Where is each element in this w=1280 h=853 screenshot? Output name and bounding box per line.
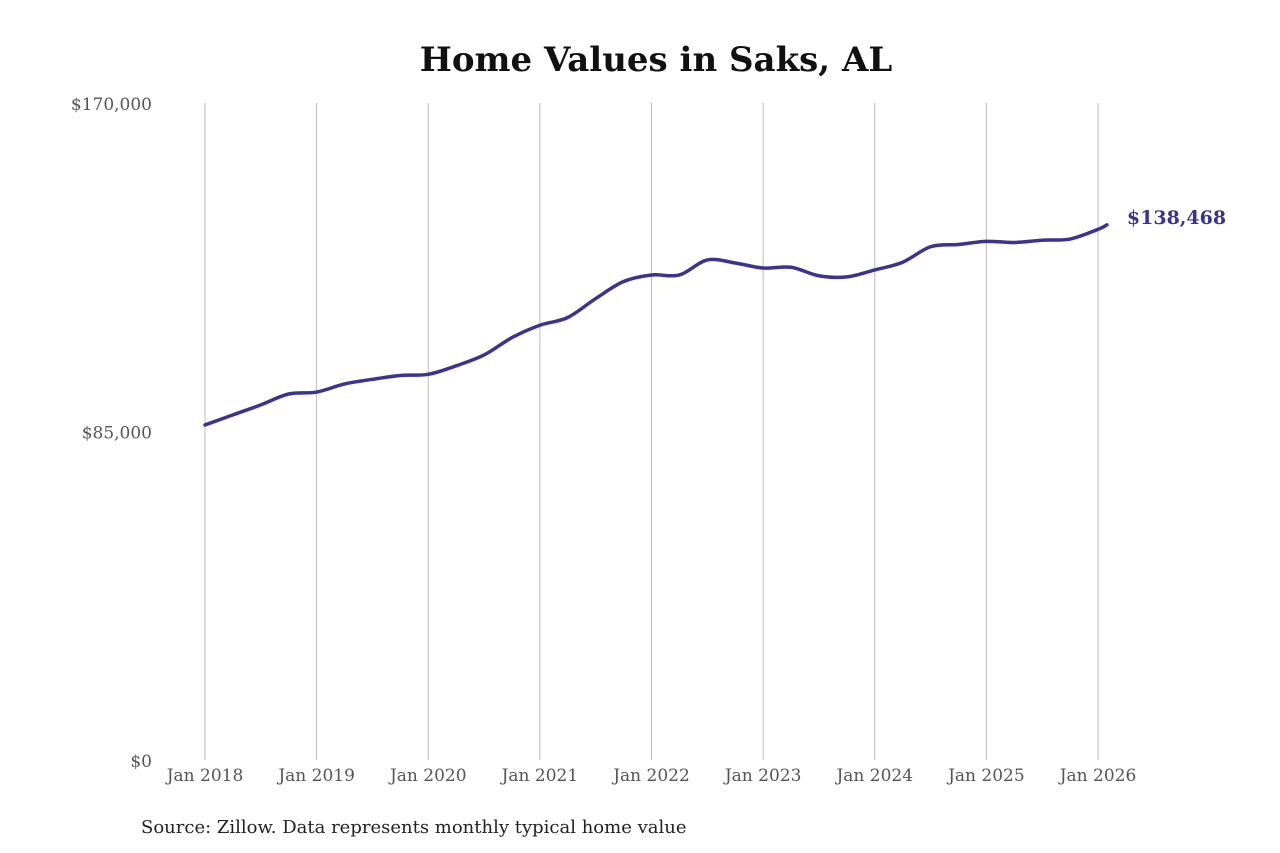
x-tick-label: Jan 2022 — [611, 766, 690, 786]
x-tick-label: Jan 2023 — [723, 766, 802, 786]
x-tick-label: Jan 2020 — [388, 766, 467, 786]
x-tick-label: Jan 2025 — [946, 766, 1025, 786]
source-note: Source: Zillow. Data represents monthly … — [141, 817, 687, 838]
y-tick-label: $170,000 — [71, 95, 152, 115]
x-tick-label: Jan 2021 — [500, 766, 579, 786]
x-tick-label: Jan 2026 — [1058, 766, 1137, 786]
y-tick-label: $0 — [130, 752, 152, 772]
home-value-line — [203, 223, 1109, 427]
x-tick-label: Jan 2024 — [834, 766, 913, 786]
x-tick-label: Jan 2018 — [165, 766, 244, 786]
x-tick-label: Jan 2019 — [276, 766, 355, 786]
end-value-label: $138,468 — [1127, 207, 1226, 229]
chart-title: Home Values in Saks, AL — [419, 40, 893, 80]
y-tick-label: $85,000 — [82, 424, 152, 444]
